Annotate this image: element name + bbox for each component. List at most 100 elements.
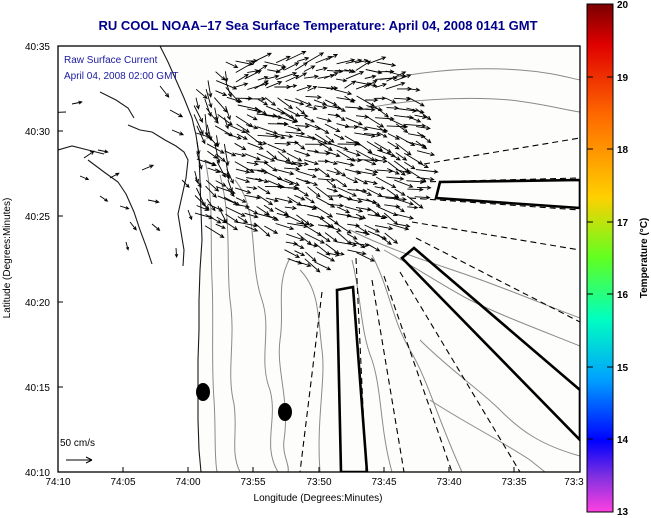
current-vector-arrow: [355, 125, 369, 131]
current-vector-arrow: [377, 234, 392, 246]
current-vector-arrow: [267, 143, 287, 153]
current-vector-arrow: [227, 179, 233, 193]
current-vector-arrow: [254, 222, 271, 237]
current-vector-arrow: [295, 72, 308, 80]
current-vector-arrow: [355, 81, 378, 88]
current-vector-arrow: [324, 160, 339, 166]
current-vector-arrow: [363, 132, 382, 137]
colorbar-tick: 20: [617, 0, 629, 11]
current-vector-arrow: [365, 97, 379, 103]
current-vector-arrow: [235, 197, 247, 203]
current-vector-arrow: [394, 188, 406, 196]
colorbar-tick: 19: [617, 73, 629, 84]
current-vector-arrow: [193, 105, 203, 123]
y-axis-tick-labels: 40:35 40:30 40:25 40:20 40:15 40:10: [25, 42, 50, 479]
current-vector-arrow: [404, 152, 424, 165]
current-vector-arrow: [305, 196, 315, 204]
current-vector-arrow: [375, 225, 394, 231]
current-vector-arrow: [315, 186, 334, 201]
current-vector-arrow: [151, 223, 161, 232]
current-vector-arrow: [227, 124, 247, 134]
current-vector-arrow: [195, 88, 208, 99]
current-vector-arrow: [317, 167, 331, 178]
current-vector-arrow: [244, 212, 259, 219]
current-vector-arrow: [415, 169, 439, 174]
current-vector-arrow: [404, 161, 416, 170]
current-vector-arrow: [235, 168, 251, 174]
current-vector-arrow: [387, 161, 406, 176]
current-vector-arrow: [174, 247, 179, 259]
current-vector-arrow: [347, 223, 361, 228]
current-vector-arrow: [333, 251, 345, 256]
current-vector-arrow: [364, 180, 378, 185]
current-vector-arrow: [215, 71, 226, 81]
current-vector-arrow: [284, 166, 301, 172]
current-vector-arrow: [416, 176, 435, 182]
current-vector-arrow: [314, 124, 330, 134]
current-vector-arrow: [277, 150, 291, 162]
current-vector-arrow: [344, 80, 357, 89]
station-marker-2: [278, 403, 292, 421]
current-vector-arrow: [406, 169, 427, 182]
current-vector-arrow: [386, 176, 405, 181]
current-vector-arrow: [334, 167, 347, 177]
current-vector-arrow: [417, 161, 429, 168]
current-vector-arrow: [255, 178, 270, 184]
current-vector-arrow: [256, 126, 279, 135]
current-vector-arrow: [266, 74, 280, 80]
current-vector-arrow: [316, 117, 332, 123]
current-vector-arrow: [284, 178, 300, 186]
current-vector-arrow: [333, 133, 345, 140]
current-vector-arrow: [386, 124, 409, 129]
colorbar-tick: 13: [617, 507, 629, 518]
current-vector-arrow: [227, 223, 239, 231]
x-tick-label: 74:00: [175, 477, 200, 488]
current-vector-arrow: [296, 56, 310, 62]
radar-beam-polygons: [335, 178, 580, 472]
current-vector-arrow: [225, 206, 246, 217]
legend-line-1: Raw Surface Current: [64, 55, 158, 66]
current-vector-arrow: [356, 95, 376, 107]
current-vector-arrow: [326, 252, 341, 257]
legend-line-2: April 04, 2008 02:00 GMT: [64, 71, 179, 82]
current-vector-arrow: [367, 152, 388, 160]
current-vector-arrow: [346, 158, 363, 163]
current-vector-arrow: [377, 131, 388, 138]
current-vector-arrow: [387, 141, 400, 150]
scale-arrow: [66, 456, 93, 464]
current-vector-arrow: [283, 62, 300, 71]
current-vector-arrow: [325, 224, 342, 232]
current-vector-arrow: [214, 144, 221, 164]
current-vector-arrow: [169, 109, 184, 118]
x-axis-label: Longitude (Degrees:Minutes): [254, 493, 383, 504]
current-vector-arrow: [326, 179, 337, 189]
x-tick-label: 73:45: [371, 477, 396, 488]
current-vector-arrow: [286, 84, 298, 88]
current-vector-arrow: [246, 186, 258, 191]
current-vector-arrow: [294, 194, 306, 201]
current-vector-arrow: [247, 142, 264, 150]
current-vector-arrow: [216, 216, 227, 224]
current-vector-arrow: [276, 177, 295, 186]
colorbar-tick: 17: [617, 218, 629, 229]
current-vector-arrow: [245, 124, 259, 130]
current-vector-arrow: [404, 123, 427, 128]
current-vector-arrow: [196, 205, 210, 212]
current-vector-arrow: [244, 153, 261, 161]
current-vector-arrow: [294, 250, 306, 256]
current-vector-arrow: [204, 225, 225, 238]
current-vector-arrow: [374, 158, 388, 164]
current-vector-arrow: [357, 107, 376, 112]
current-vector-arrow: [385, 81, 406, 90]
current-vector-arrow: [387, 133, 401, 140]
current-vector-arrow: [196, 152, 203, 170]
current-vector-arrow: [257, 194, 274, 206]
y-tick-label: 40:35: [25, 42, 50, 53]
current-vector-arrow: [236, 123, 250, 133]
colorbar-tick: 18: [617, 145, 629, 156]
current-vector-arrow: [275, 66, 286, 73]
current-vector-arrow: [304, 180, 319, 186]
current-vector-arrow: [206, 198, 216, 212]
current-vector-arrow: [346, 176, 359, 183]
current-vector-arrow: [159, 85, 170, 98]
